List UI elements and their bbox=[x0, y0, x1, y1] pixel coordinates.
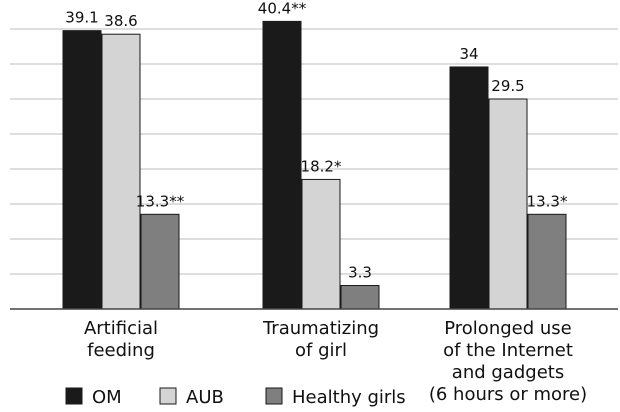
bar-om bbox=[449, 66, 489, 310]
legend-label: OM bbox=[92, 387, 122, 408]
value-label: 3.3 bbox=[348, 264, 372, 282]
value-label: 38.6 bbox=[104, 12, 137, 30]
category-label: Artificial feeding bbox=[84, 318, 158, 361]
legend-swatch bbox=[65, 387, 83, 405]
category-label: Traumatizing of girl bbox=[262, 318, 379, 361]
bar-aub bbox=[101, 33, 141, 310]
value-label: 18.2* bbox=[301, 157, 342, 175]
legend-label: Healthy girls bbox=[292, 387, 406, 408]
bar-om bbox=[262, 20, 302, 310]
value-label: 13.3* bbox=[527, 192, 568, 210]
value-labels: 39.1 38.6 13.3** 40.4** 18.2* 3.3 34 29.5 13.3* bbox=[65, 0, 568, 282]
bar-om bbox=[62, 30, 102, 310]
legend-swatch bbox=[159, 387, 177, 405]
bar-aub bbox=[488, 98, 528, 310]
bar-aub bbox=[301, 178, 341, 310]
bar-healthy-girls bbox=[140, 213, 180, 310]
value-label: 40.4** bbox=[258, 0, 307, 17]
legend-label: AUB bbox=[186, 387, 224, 408]
bars bbox=[62, 20, 567, 310]
bar-healthy-girls bbox=[527, 213, 567, 310]
bar-healthy-girls bbox=[340, 285, 380, 310]
category-label: Prolonged use of the Internet and gadgets(… bbox=[429, 318, 587, 405]
value-label: 34 bbox=[459, 45, 478, 63]
value-label: 13.3** bbox=[136, 192, 185, 210]
legend-swatch bbox=[265, 387, 283, 405]
legend: OM AUB Healthy girls bbox=[65, 387, 406, 408]
category-labels: Artificial feeding Traumatizing of girl Prol… bbox=[84, 318, 587, 405]
value-label: 39.1 bbox=[65, 9, 98, 27]
value-label: 29.5 bbox=[491, 77, 524, 95]
